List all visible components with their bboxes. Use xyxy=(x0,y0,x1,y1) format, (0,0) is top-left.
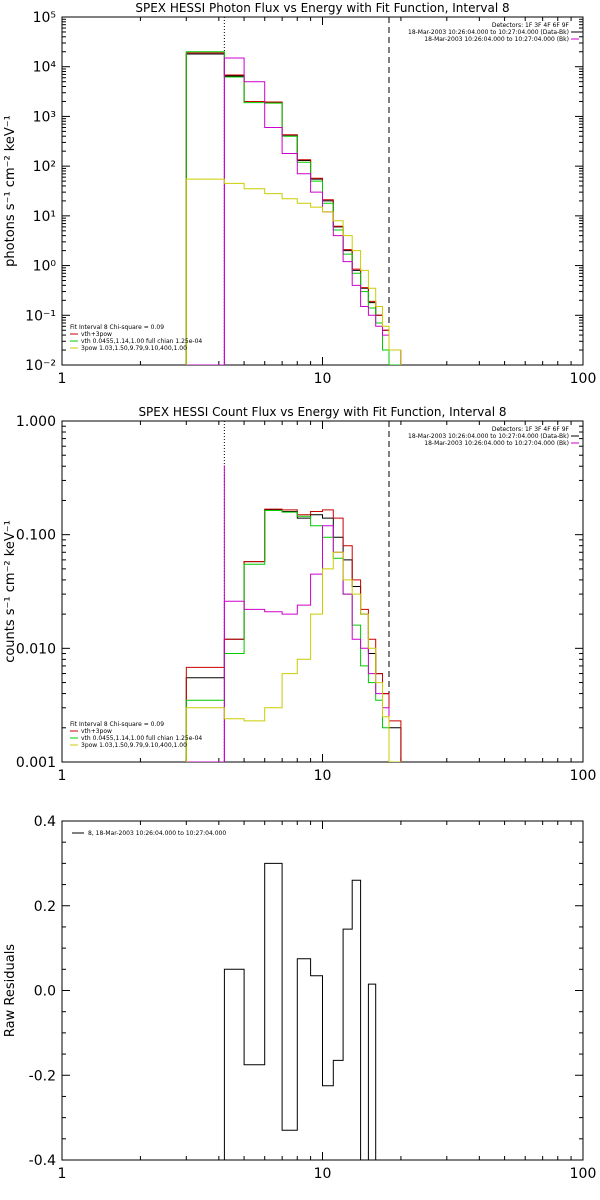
fit-legend-header: Fit Interval 8 Chi-square = 0.09 xyxy=(70,721,164,728)
y-tick-label: -0.4 xyxy=(29,1153,56,1169)
fit-legend-label-3: 3pow 1.03,1.50,9.79,9.10,400,1.00 xyxy=(81,345,187,352)
x-tick-label: 1 xyxy=(58,1166,67,1182)
y-tick-label: 10² xyxy=(33,159,56,175)
info-line-3: 18-Mar-2003 10:26:04.000 to 10:27:04.000… xyxy=(424,36,569,43)
info-line-2: 18-Mar-2003 10:26:04.000 to 10:27:04.000… xyxy=(408,29,569,36)
y-tick-label: 1.000 xyxy=(16,414,56,430)
y-axis-label: photons s⁻¹ cm⁻² keV⁻¹ xyxy=(3,115,18,267)
x-tick-label: 100 xyxy=(570,768,597,784)
y-tick-label: 10⁰ xyxy=(33,259,57,275)
series-line-4 xyxy=(185,525,402,762)
series-group xyxy=(223,862,390,1160)
fit-legend-label-1: vth+3pow xyxy=(81,331,112,338)
series-line-3 xyxy=(185,51,402,365)
y-tick-label: 0.4 xyxy=(34,814,56,830)
series-line-4 xyxy=(185,57,402,365)
x-tick-label: 1 xyxy=(58,768,67,784)
y-tick-label: 0.100 xyxy=(16,528,56,544)
y-tick-label: 10⁻¹ xyxy=(25,308,56,324)
series-line-1 xyxy=(185,53,402,365)
series-line-2 xyxy=(185,508,402,762)
y-tick-label: 10³ xyxy=(33,109,56,125)
chart-panel-3: Raw Residuals 1 10 100 -0.4 -0.2 0.0 0.2 0.4 8, 1… xyxy=(3,814,596,1182)
fit-legend-header: Fit Interval 8 Chi-square = 0.09 xyxy=(70,324,164,331)
y-tick-label: 10⁵ xyxy=(33,10,56,26)
chart-title: SPEX HESSI Count Flux vs Energy with Fit… xyxy=(138,405,506,419)
y-tick-label: 0.010 xyxy=(16,641,56,657)
info-line-1: Detectors: 1F 3F 4F 6F 9F xyxy=(492,426,570,433)
info-line-1: Detectors: 1F 3F 4F 6F 9F xyxy=(492,22,570,29)
series-group xyxy=(185,508,402,762)
y-tick-label: 0.001 xyxy=(16,755,56,771)
series-line-2 xyxy=(185,52,402,365)
chart-panel-1: SPEX HESSI Photon Flux vs Energy with Fi… xyxy=(3,1,596,387)
fit-legend-label-1: vth+3pow xyxy=(81,728,112,735)
y-axis-label: Raw Residuals xyxy=(3,944,18,1037)
x-tick-label: 100 xyxy=(570,1166,597,1182)
y-tick-label: 10⁻² xyxy=(25,358,56,374)
y-tick-label: 0.0 xyxy=(34,984,56,1000)
series-line-5 xyxy=(185,178,402,365)
series-group xyxy=(185,51,402,365)
y-tick-label: 10¹ xyxy=(33,209,56,225)
y-axis-label: counts s⁻¹ cm⁻² keV⁻¹ xyxy=(3,520,18,663)
series-line-1 xyxy=(223,862,390,1160)
x-tick-label: 1 xyxy=(58,371,67,387)
x-tick-label: 10 xyxy=(314,1166,332,1182)
y-tick-label: 0.2 xyxy=(34,899,56,915)
info-line-2: 18-Mar-2003 10:26:04.000 to 10:27:04.000… xyxy=(408,433,569,440)
series-line-5 xyxy=(185,551,402,762)
chart-title: SPEX HESSI Photon Flux vs Energy with Fi… xyxy=(135,1,509,15)
y-tick-label: 10⁴ xyxy=(33,60,57,76)
x-tick-label: 10 xyxy=(314,371,332,387)
info-line-3: 18-Mar-2003 10:26:04.000 to 10:27:04.000… xyxy=(424,440,569,447)
fit-legend-label-2: vth 0.0455,1.14,1.00 full chian 1.25e-04 xyxy=(81,735,202,742)
fit-legend-label-3: 3pow 1.03,1.50,9.79,9.10,400,1.00 xyxy=(81,742,187,749)
fit-legend-label-2: vth 0.0455,1.14,1.00 full chian 1.25e-04 xyxy=(81,338,202,345)
x-tick-label: 100 xyxy=(570,371,597,387)
x-tick-label: 10 xyxy=(314,768,332,784)
residual-legend-label: 8, 18-Mar-2003 10:26:04.000 to 10:27:04.… xyxy=(88,830,226,837)
chart-panel-2: SPEX HESSI Count Flux vs Energy with Fit… xyxy=(3,405,596,784)
y-tick-label: -0.2 xyxy=(29,1068,56,1084)
